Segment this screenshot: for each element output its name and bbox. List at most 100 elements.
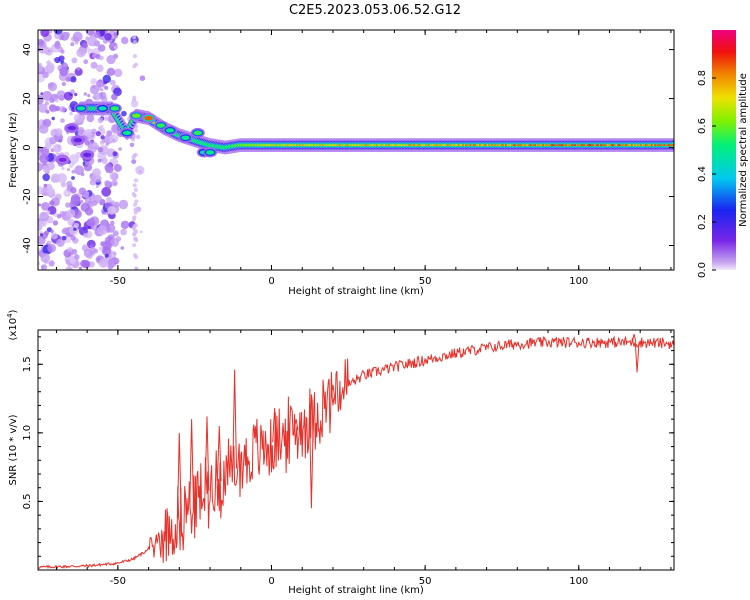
noise-speckle xyxy=(38,124,49,134)
spectrogram-x-tick-label: 100 xyxy=(569,276,588,287)
noise-speckle xyxy=(109,134,119,144)
noise-speckle xyxy=(120,246,125,250)
snr-clip-group xyxy=(38,333,674,570)
spectrogram-y-tick-label: 20 xyxy=(22,92,33,105)
snr-scale-note: (x104) xyxy=(6,309,19,340)
noise-speckle xyxy=(133,187,138,192)
spectrogram-x-tick-label: 50 xyxy=(419,276,432,287)
noise-speckle xyxy=(134,238,139,243)
spectrogram-blob xyxy=(67,125,77,131)
noise-speckle xyxy=(109,79,116,86)
noise-speckle xyxy=(54,128,63,137)
noise-speckle xyxy=(132,64,137,69)
noise-speckle xyxy=(71,176,75,180)
spectrogram-blob xyxy=(132,113,141,118)
noise-speckle xyxy=(40,253,51,263)
noise-speckle xyxy=(56,90,66,100)
noise-speckle xyxy=(88,261,95,268)
noise-speckle xyxy=(60,49,65,54)
noise-speckle xyxy=(134,199,139,204)
noise-speckle xyxy=(70,76,77,83)
noise-speckle xyxy=(97,147,104,153)
noise-speckle xyxy=(84,140,90,146)
noise-speckle xyxy=(44,230,49,236)
spectrogram-y-tick-label: -40 xyxy=(22,237,33,253)
noise-speckle xyxy=(79,199,84,204)
noise-speckle xyxy=(135,134,141,140)
noise-speckle xyxy=(38,103,48,114)
noise-speckle xyxy=(95,131,101,137)
noise-speckle xyxy=(44,101,50,106)
noise-speckle xyxy=(132,40,137,45)
noise-speckle xyxy=(68,186,71,190)
noise-speckle xyxy=(92,142,98,148)
noise-speckle xyxy=(98,246,103,251)
noise-speckle xyxy=(39,211,49,222)
noise-speckle xyxy=(61,81,66,87)
noise-speckle xyxy=(45,51,49,55)
noise-speckle xyxy=(90,217,94,221)
noise-speckle xyxy=(51,232,58,240)
spectrogram-blob xyxy=(58,157,67,162)
noise-speckle xyxy=(97,158,102,163)
noise-speckle xyxy=(59,106,66,113)
snr-x-axis-label: Height of straight line (km) xyxy=(288,585,424,596)
noise-speckle xyxy=(111,179,118,187)
spectrogram-frame xyxy=(37,29,675,271)
noise-speckle xyxy=(110,238,120,247)
noise-speckle xyxy=(41,264,48,270)
noise-speckle xyxy=(61,166,65,171)
noise-speckle xyxy=(41,204,45,208)
snr-y-axis-label: SNR (10 * v/v) xyxy=(8,414,19,485)
noise-speckle xyxy=(83,42,87,46)
spectrogram-y-tick-label: 40 xyxy=(22,43,33,56)
noise-speckle xyxy=(106,67,116,76)
noise-speckle xyxy=(94,175,102,183)
snr-frame xyxy=(37,329,675,571)
noise-speckle xyxy=(118,147,122,151)
snr-series-line xyxy=(38,335,674,570)
noise-speckle xyxy=(133,152,138,157)
snr-x-tick-label: -50 xyxy=(110,576,126,587)
noise-speckle xyxy=(133,128,138,133)
noise-speckle xyxy=(38,203,42,207)
snr-scale-suffix: ) xyxy=(8,309,19,313)
spectrogram-x-tick-label: -50 xyxy=(110,276,126,287)
noise-speckle xyxy=(47,243,56,253)
colorbar-label: Normalized spectral amplitude xyxy=(738,73,749,227)
noise-speckle xyxy=(120,228,127,236)
noise-speckle xyxy=(85,207,94,216)
colorbar-tick-label: 0.2 xyxy=(697,214,708,230)
noise-speckle xyxy=(131,155,136,160)
noise-speckle xyxy=(54,42,61,49)
noise-speckle xyxy=(74,40,79,45)
noise-speckle xyxy=(69,257,76,265)
noise-speckle xyxy=(94,31,101,39)
noise-speckle xyxy=(131,137,136,142)
spectrogram-blob xyxy=(193,130,202,136)
noise-speckle xyxy=(70,187,77,194)
noise-speckle xyxy=(129,142,135,147)
noise-speckle xyxy=(38,162,43,172)
noise-speckle xyxy=(131,217,136,222)
snr-spike xyxy=(293,419,299,430)
noise-speckle xyxy=(54,105,61,112)
noise-speckle xyxy=(132,243,137,248)
noise-speckle xyxy=(99,140,105,146)
noise-speckle xyxy=(48,260,55,267)
snr-panel: -50 0 50 100 0.5 1.0 1.5 Height of straight li… xyxy=(6,309,675,596)
noise-speckle xyxy=(89,84,100,95)
noise-speckle xyxy=(84,129,93,138)
noise-speckle xyxy=(73,223,79,228)
spectrogram-blob xyxy=(98,106,107,111)
noise-speckle xyxy=(92,168,101,178)
noise-speckle xyxy=(97,257,101,261)
spectrogram-blob xyxy=(110,106,120,111)
noise-speckle xyxy=(85,30,95,36)
noise-speckle xyxy=(74,92,78,97)
spectrogram-blob xyxy=(205,150,215,155)
noise-speckle xyxy=(73,227,77,231)
snr-spike xyxy=(634,342,640,373)
spectrogram-blob xyxy=(156,123,166,128)
